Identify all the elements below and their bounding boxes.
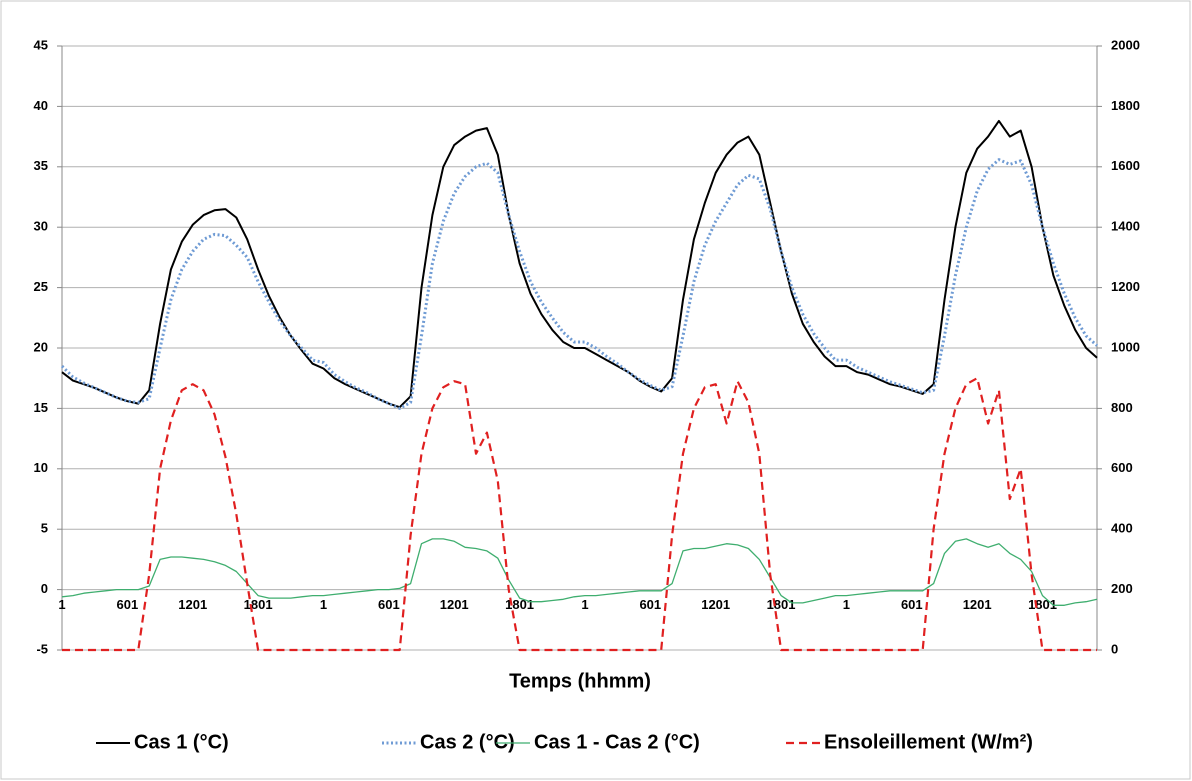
y-tick-label: 20 <box>34 339 48 354</box>
y2-tick-label: 1000 <box>1111 339 1140 354</box>
legend-label: Cas 2 (°C) <box>420 731 515 753</box>
x-tick-label: 1201 <box>440 597 469 612</box>
y2-tick-label: 600 <box>1111 460 1133 475</box>
y2-tick-label: 1600 <box>1111 158 1140 173</box>
x-tick-label: 1201 <box>963 597 992 612</box>
y-tick-label: 35 <box>34 158 48 173</box>
x-tick-label: 1201 <box>701 597 730 612</box>
x-tick-label: 1201 <box>178 597 207 612</box>
y2-tick-label: 1400 <box>1111 219 1140 234</box>
x-tick-label: 601 <box>378 597 400 612</box>
y-tick-label: 30 <box>34 219 48 234</box>
y-tick-label: 40 <box>34 98 48 113</box>
x-tick-label: 601 <box>117 597 139 612</box>
x-tick-label: 601 <box>901 597 923 612</box>
y-tick-label: -5 <box>36 641 48 656</box>
y2-tick-label: 1200 <box>1111 279 1140 294</box>
x-tick-label: 1 <box>320 597 327 612</box>
y2-tick-label: 1800 <box>1111 98 1140 113</box>
x-tick-label: 1801 <box>244 597 273 612</box>
y-tick-label: 10 <box>34 460 48 475</box>
y-tick-label: 25 <box>34 279 48 294</box>
series-line <box>61 538 1098 606</box>
y2-tick-label: 0 <box>1111 641 1118 656</box>
y2-tick-label: 800 <box>1111 400 1133 415</box>
x-tick-label: 1 <box>843 597 850 612</box>
legend-label: Ensoleillement (W/m²) <box>824 731 1033 753</box>
series-line <box>60 158 1098 410</box>
y2-tick-label: 400 <box>1111 521 1133 536</box>
series-line <box>62 377 1097 652</box>
y-tick-label: 15 <box>34 400 48 415</box>
legend-label: Cas 1 (°C) <box>134 731 229 753</box>
y-tick-label: 0 <box>41 581 48 596</box>
y2-tick-label: 200 <box>1111 581 1133 596</box>
y2-tick-label: 2000 <box>1111 37 1140 52</box>
legend-label: Cas 1 - Cas 2 (°C) <box>534 731 700 753</box>
x-axis-title: Temps (hhmm) <box>509 670 651 692</box>
x-tick-label: 1 <box>581 597 588 612</box>
x-tick-label: 1 <box>58 597 65 612</box>
x-tick-label: 601 <box>639 597 661 612</box>
y-tick-label: 45 <box>34 37 48 52</box>
x-tick-label: 1801 <box>767 597 796 612</box>
y-tick-label: 5 <box>41 521 48 536</box>
